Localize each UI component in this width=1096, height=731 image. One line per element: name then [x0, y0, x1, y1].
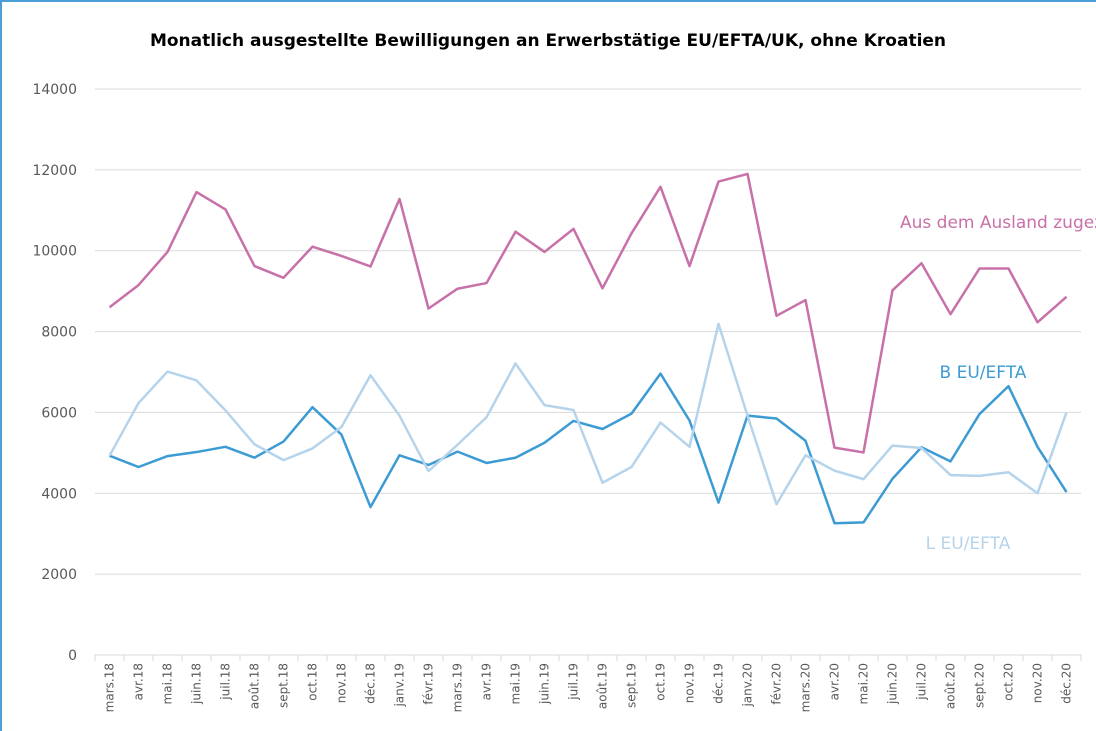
x-tick-label: sept.19 — [625, 663, 639, 708]
x-tick-label: déc.20 — [1060, 663, 1074, 704]
x-tick-label: janv.19 — [393, 663, 407, 708]
x-tick-label: avr.19 — [480, 663, 494, 700]
y-tick-label: 2000 — [41, 567, 77, 583]
y-tick-label: 6000 — [41, 405, 77, 421]
x-tick-label: oct.20 — [1002, 663, 1016, 701]
chart-title: Monatlich ausgestellte Bewilligungen an … — [150, 31, 946, 51]
x-tick-label: oct.18 — [306, 663, 320, 701]
x-tick-label: juin.20 — [886, 663, 900, 705]
x-tick-label: févr.20 — [770, 663, 784, 705]
x-tick-label: mars.18 — [103, 663, 117, 712]
y-tick-label: 12000 — [32, 163, 77, 179]
x-tick-label: mars.20 — [799, 663, 813, 712]
series-label: B EU/EFTA — [940, 363, 1027, 383]
x-tick-label: août.20 — [944, 663, 958, 709]
x-tick-label: sept.18 — [277, 663, 291, 708]
x-tick-label: janv.20 — [741, 663, 755, 708]
y-tick-label: 14000 — [32, 82, 77, 98]
series-line — [108, 322, 1068, 506]
series-label: Aus dem Ausland zugezogen — [900, 213, 1096, 233]
x-tick-label: juil.20 — [915, 663, 929, 701]
series-label: L EU/EFTA — [926, 534, 1011, 554]
x-tick-label: déc.18 — [364, 663, 378, 704]
x-tick-label: mai.19 — [509, 663, 523, 704]
x-tick-label: avr.20 — [828, 663, 842, 700]
x-tick-label: mai.18 — [161, 663, 175, 704]
x-tick-label: juil.19 — [567, 663, 581, 701]
x-tick-label: déc.19 — [712, 663, 726, 704]
x-tick-label: nov.18 — [335, 663, 349, 703]
y-tick-label: 8000 — [41, 325, 77, 341]
y-tick-label: 4000 — [41, 486, 77, 502]
y-tick-label: 0 — [68, 648, 77, 664]
x-tick-label: juil.18 — [219, 663, 233, 701]
x-tick-label: août.18 — [248, 663, 262, 709]
y-tick-label: 10000 — [32, 244, 77, 260]
x-tick-label: mars.19 — [451, 663, 465, 712]
x-tick-label: oct.19 — [654, 663, 668, 701]
x-tick-label: mai.20 — [857, 663, 871, 704]
x-tick-label: nov.19 — [683, 663, 697, 703]
x-tick-label: févr.19 — [422, 663, 436, 705]
x-tick-label: sept.20 — [973, 663, 987, 708]
x-tick-label: août.19 — [596, 663, 610, 709]
series-line — [108, 172, 1068, 454]
x-tick-label: juin.19 — [538, 663, 552, 705]
x-tick-label: avr.18 — [132, 663, 146, 700]
x-tick-label: juin.18 — [190, 663, 204, 705]
series-line — [109, 372, 1068, 525]
x-tick-label: nov.20 — [1031, 663, 1045, 703]
